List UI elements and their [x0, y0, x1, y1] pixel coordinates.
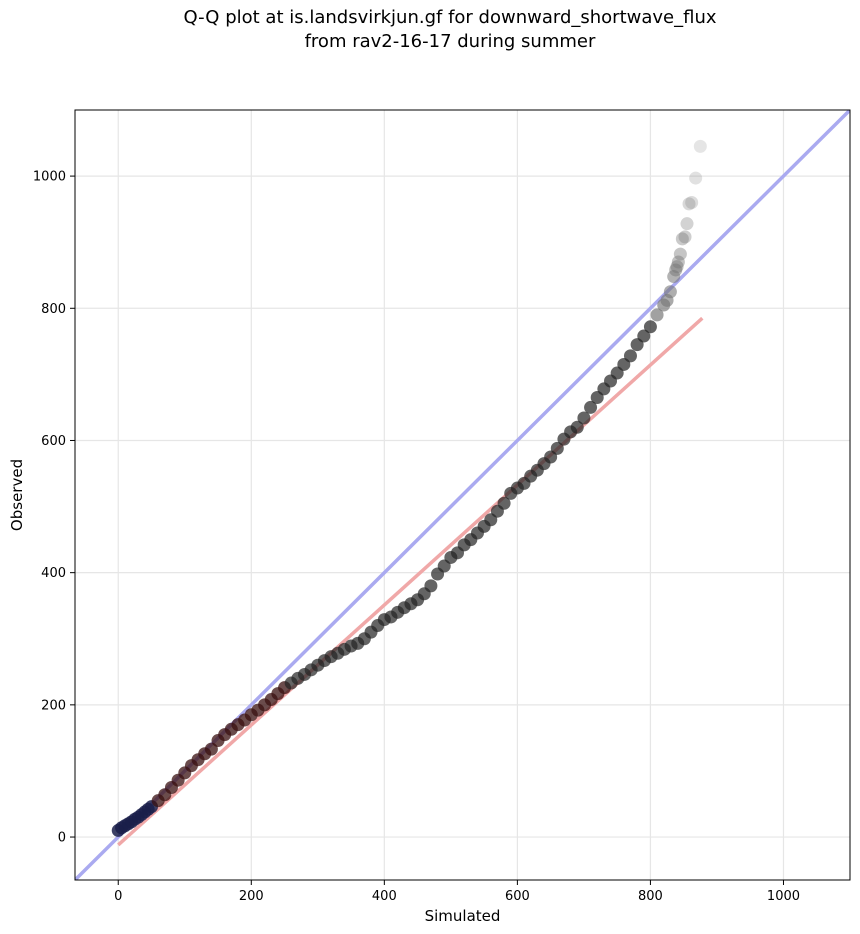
- data-point: [689, 171, 703, 185]
- y-tick-label: 0: [58, 831, 66, 846]
- data-point: [497, 496, 511, 510]
- data-point: [570, 420, 584, 434]
- fit-line: [117, 316, 704, 847]
- data-point: [550, 441, 564, 455]
- y-tick-label: 400: [41, 566, 66, 581]
- data-point: [637, 329, 651, 343]
- data-point: [682, 197, 696, 211]
- y-tick-label: 600: [41, 434, 66, 449]
- data-point: [678, 230, 692, 244]
- y-tick-label: 1000: [33, 170, 66, 185]
- x-tick-label: 800: [638, 889, 663, 904]
- chart-subtitle: from rav2-16-17 during summer: [304, 31, 596, 52]
- data-point: [675, 232, 689, 246]
- data-point: [670, 260, 684, 274]
- x-tick-label: 0: [114, 889, 122, 904]
- data-points: [111, 139, 707, 837]
- data-point: [693, 139, 707, 153]
- x-tick-label: 600: [505, 889, 530, 904]
- data-point: [584, 400, 598, 414]
- data-point: [671, 255, 685, 269]
- grid-lines: [75, 110, 850, 880]
- axis-ticks: 0 200 400 600 800 1000 0 200 400 600 800 1000: [33, 170, 800, 904]
- data-point: [623, 349, 637, 363]
- x-tick-label: 1000: [767, 889, 800, 904]
- data-point: [663, 285, 677, 299]
- data-point: [577, 411, 591, 425]
- data-point: [669, 263, 683, 277]
- x-axis-label: Simulated: [425, 907, 501, 925]
- y-axis-label: Observed: [8, 459, 26, 531]
- x-tick-label: 200: [239, 889, 264, 904]
- data-point: [685, 196, 699, 210]
- data-point: [680, 217, 694, 231]
- data-point: [424, 579, 438, 593]
- y-tick-label: 200: [41, 698, 66, 713]
- data-point: [673, 247, 687, 261]
- plot-frame: [74, 109, 851, 881]
- chart-title: Q-Q plot at is.landsvirkjun.gf for downw…: [183, 7, 717, 28]
- data-point: [650, 308, 664, 322]
- y-tick-label: 800: [41, 302, 66, 317]
- data-point: [643, 320, 657, 334]
- x-tick-label: 400: [372, 889, 397, 904]
